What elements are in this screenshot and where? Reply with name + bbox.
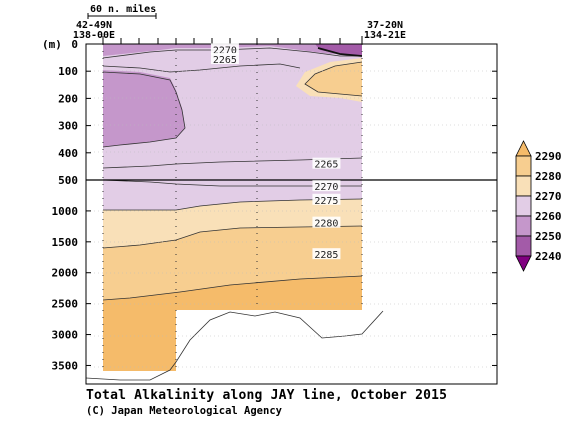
contour-label: 2275: [314, 196, 338, 207]
band-2280-2285: [103, 226, 362, 300]
contour-line-2260: [102, 71, 186, 148]
band-2275-2280: [103, 199, 362, 248]
right-lon-label: 134-21E: [364, 30, 406, 41]
top-station-ticks: [102, 36, 363, 44]
chart-title: Total Alkalinity along JAY line, October…: [86, 388, 448, 403]
left-lon-label: 138-00E: [73, 30, 115, 41]
scale-bar: 60 n. miles: [87, 3, 157, 19]
band-2270-2275-lower: [103, 180, 362, 210]
colorbar-bottom-arrow: [515, 255, 532, 272]
contour-line-2285: [102, 275, 363, 301]
y-tick-label: 2500: [52, 298, 79, 311]
band-2270-2280-right: [305, 62, 362, 96]
colorbar-segment: [515, 155, 532, 177]
contour-label-bg: [312, 180, 341, 192]
left-lat-label: 42-49N: [76, 20, 112, 31]
contour-label-bg: [210, 43, 239, 55]
y-tick-label: 2000: [52, 267, 79, 280]
band-2250-2260-surface: [103, 44, 362, 56]
colorbar-top-arrow: [515, 140, 532, 157]
contour-line-2275: [103, 198, 363, 211]
colorbar-level-label: 2280: [535, 170, 562, 183]
contour-label-bg: [210, 52, 239, 64]
contour-line-2270-surface: [102, 47, 362, 59]
colorbar-level-label: 2270: [535, 190, 562, 203]
band-2250-2260-left: [103, 70, 185, 147]
seafloor-line: [85, 310, 384, 381]
contour-line-2240: [317, 47, 363, 57]
contour-line-2280: [102, 225, 363, 249]
contour-label: 2270: [314, 182, 338, 193]
scale-bar-label: 60 n. miles: [90, 3, 156, 15]
contour-label-bg: [312, 193, 341, 205]
contour-line-2265-mid: [102, 157, 363, 169]
contour-label: 2285: [314, 250, 338, 261]
station-lines: [102, 44, 363, 371]
y-tick-label: 400: [58, 147, 78, 160]
y-axis-ticks: 0 100 200 300 400 500 1000 1500 2000 2500 3000 3500: [52, 38, 497, 372]
contour-label: 2270: [213, 45, 237, 56]
horizontal-grid: [86, 70, 497, 368]
band-2240-2250-surface: [315, 44, 362, 56]
colorbar-level-label: 2250: [535, 230, 562, 243]
colorbar-segment: [515, 175, 532, 197]
contour-label: 2280: [314, 219, 338, 230]
plot-frame: [85, 43, 498, 385]
y-tick-label: 1500: [52, 236, 79, 249]
y-tick-label: 100: [58, 65, 78, 78]
right-lat-label: 37-20N: [367, 20, 403, 31]
contour-label-bg: [312, 216, 341, 228]
colorbar-level-label: 2290: [535, 150, 562, 163]
y-unit-label: (m): [42, 38, 62, 51]
contour-label: 2265: [314, 160, 338, 171]
y-tick-label: 300: [58, 120, 78, 133]
contour-fill-layer: [103, 44, 362, 371]
y-tick-label: 1000: [52, 205, 79, 218]
contour-line-2265-upper: [102, 63, 301, 73]
colorbar-segment: [515, 235, 532, 257]
y-tick-label: 0: [71, 38, 78, 51]
band-2285-2290: [103, 276, 362, 371]
contour-line-2270-lower: [102, 179, 362, 187]
contour-label-bg: [312, 157, 341, 169]
band-2265-2270-right: [296, 58, 362, 102]
colorbar-segment: [515, 215, 532, 237]
y-tick-label: 3500: [52, 359, 79, 372]
chart-credit: (C) Japan Meteorological Agency: [86, 405, 282, 417]
y-tick-label: 500: [58, 174, 78, 187]
y-tick-label: 3000: [52, 329, 79, 342]
contour-label: 2265: [213, 55, 237, 66]
contour-label-bg: [312, 248, 341, 260]
y-tick-label: 200: [58, 92, 78, 105]
colorbar-level-label: 2240: [535, 250, 562, 263]
colorbar-level-label: 2260: [535, 210, 562, 223]
colorbar: 2290 2280 2270 2260 2250 2240: [515, 140, 562, 272]
contour-line-2270-right: [304, 61, 363, 97]
colorbar-segment: [515, 195, 532, 217]
contour-lines: [102, 47, 363, 301]
